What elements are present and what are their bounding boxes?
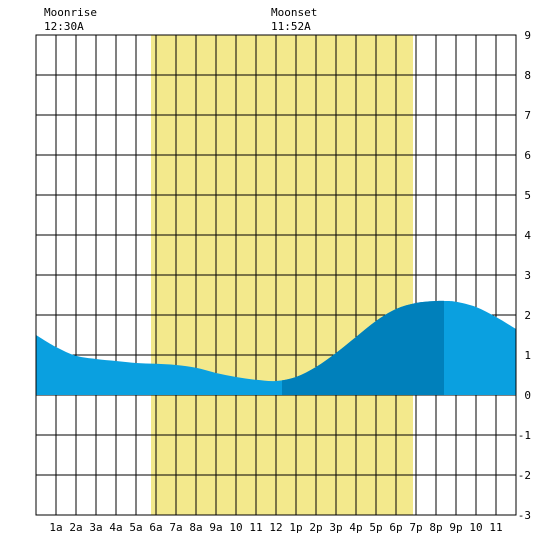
x-tick-label: 3a <box>89 521 102 534</box>
x-axis-ticks: 1a 2a 3a 4a 5a 6a 7a 8a 9a 10 11 12 1p 2p 3p 4p 5p 6p 7p 8p… <box>49 521 502 534</box>
y-tick-label: 7 <box>524 109 531 122</box>
y-tick-label: 6 <box>524 149 531 162</box>
moonset-label: Moonset <box>271 6 317 19</box>
x-tick-label: 3p <box>329 521 342 534</box>
y-tick-label: 0 <box>524 389 531 402</box>
y-tick-label: 5 <box>524 189 531 202</box>
x-tick-label: 5a <box>129 521 142 534</box>
x-tick-label: 6a <box>149 521 162 534</box>
x-tick-label: 5p <box>369 521 382 534</box>
x-tick-label: 4a <box>109 521 122 534</box>
x-tick-label: 9a <box>209 521 222 534</box>
x-tick-label: 4p <box>349 521 362 534</box>
y-tick-label: -3 <box>518 509 531 522</box>
moonrise-label: Moonrise <box>44 6 97 19</box>
x-tick-label: 6p <box>389 521 402 534</box>
x-tick-label: 10 <box>469 521 482 534</box>
tide-area-highlight <box>282 300 444 395</box>
x-tick-label: 9p <box>449 521 462 534</box>
plot-border <box>35 34 517 516</box>
y-tick-label: 8 <box>524 69 531 82</box>
x-tick-label: 7a <box>169 521 182 534</box>
x-tick-label: 1a <box>49 521 62 534</box>
y-tick-label: -1 <box>518 429 531 442</box>
moonrise-time: 12:30A <box>44 20 84 33</box>
moonset-time: 11:52A <box>271 20 311 33</box>
x-tick-label: 11 <box>489 521 502 534</box>
x-tick-label: 7p <box>409 521 422 534</box>
y-tick-label: -2 <box>518 469 531 482</box>
x-tick-label: 2a <box>69 521 82 534</box>
y-tick-label: 3 <box>524 269 531 282</box>
y-tick-label: 1 <box>524 349 531 362</box>
y-tick-label: 4 <box>524 229 531 242</box>
x-tick-label: 10 <box>229 521 242 534</box>
horizontal-gridlines <box>36 74 516 476</box>
x-tick-label: 8p <box>429 521 442 534</box>
y-tick-label: 2 <box>524 309 531 322</box>
x-tick-label: 8a <box>189 521 202 534</box>
y-tick-label: 9 <box>524 29 531 42</box>
x-tick-label: 2p <box>309 521 322 534</box>
x-tick-label: 1p <box>289 521 302 534</box>
x-tick-label: 11 <box>249 521 262 534</box>
y-axis-ticks: -3 -2 -1 0 1 2 3 4 5 6 7 8 9 <box>518 29 532 522</box>
x-tick-label: 12 <box>269 521 282 534</box>
